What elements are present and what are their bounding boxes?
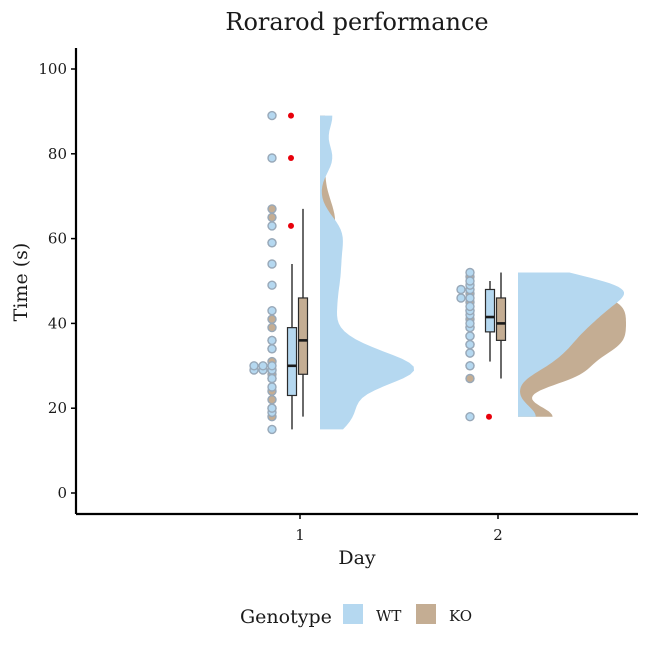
y-tick-label: 0 (57, 484, 67, 502)
legend-label-ko: KO (449, 607, 472, 625)
dot-wt-day1 (267, 306, 277, 316)
chart-title: Rorarod performance (225, 8, 488, 36)
box-ko-day2-box (495, 297, 507, 341)
dot-wt-day1 (267, 335, 277, 346)
dot-ko-day1 (267, 204, 277, 214)
dot-wt-day2 (465, 276, 475, 286)
dot-wt-day1 (267, 424, 277, 435)
dot-ko-day1 (267, 314, 277, 324)
y-tick-label: 80 (48, 145, 67, 163)
dot-wt-day2 (465, 412, 475, 422)
dot-ko-day1 (267, 322, 277, 333)
dot-wt-day2 (456, 293, 466, 303)
axis-ticks: 0 20 40 60 80 100 1 2 (38, 60, 502, 544)
dot-wt-day2 (456, 284, 466, 295)
dot-wt-day1 (249, 361, 259, 371)
y-tick-label: 20 (48, 399, 67, 417)
dot-wt-day2 (465, 301, 475, 312)
outlier-point (486, 413, 492, 420)
dot-wt-day2 (465, 331, 475, 341)
dot-wt-day1 (258, 361, 268, 371)
dot-wt-day1 (267, 280, 277, 290)
dot-wt-day1 (267, 221, 277, 231)
outlier-point (288, 222, 294, 229)
dot-wt-day2 (465, 348, 475, 358)
dot-wt-day1 (267, 238, 277, 248)
legend: Genotype WT KO (240, 604, 472, 628)
dot-ko-day1 (267, 395, 277, 405)
box-wt-day1-box (286, 327, 298, 397)
legend-key-wt (343, 604, 363, 624)
dot-wt-day2 (465, 361, 475, 371)
box-wt-day2-box (484, 288, 496, 333)
legend-key-ko (416, 604, 436, 624)
outlier-point (288, 112, 294, 119)
outlier-point (288, 155, 294, 161)
legend-label-wt: WT (376, 607, 401, 625)
y-axis-title: Time (s) (10, 243, 32, 322)
density-wt-day1 (320, 115, 414, 430)
y-tick-label: 40 (48, 314, 67, 332)
y-tick-label: 100 (38, 60, 67, 78)
plot-area (249, 110, 626, 435)
density-wt-day2 (518, 272, 624, 417)
legend-title: Genotype (240, 606, 332, 628)
dot-wt-day1 (267, 373, 277, 384)
dot-wt-day2 (465, 267, 475, 278)
box-ko-day1-box (297, 297, 309, 375)
dot-ko-day2 (465, 373, 475, 384)
dot-wt-day2 (465, 318, 475, 329)
axes (74, 48, 638, 516)
dot-wt-day1 (267, 361, 277, 371)
x-tick-label: 1 (295, 526, 305, 544)
y-tick-label: 60 (48, 230, 67, 248)
dot-wt-day2 (465, 293, 475, 303)
x-tick-label: 2 (493, 526, 503, 544)
dot-wt-day1 (267, 382, 277, 392)
dot-wt-day1 (267, 344, 277, 354)
dot-wt-day1 (267, 153, 277, 163)
dot-wt-day1 (267, 110, 277, 121)
dot-wt-day1 (267, 259, 277, 269)
dot-wt-day2 (465, 339, 475, 350)
dot-ko-day1 (267, 212, 277, 223)
x-axis-title: Day (338, 547, 376, 569)
dot-wt-day1 (267, 403, 277, 413)
